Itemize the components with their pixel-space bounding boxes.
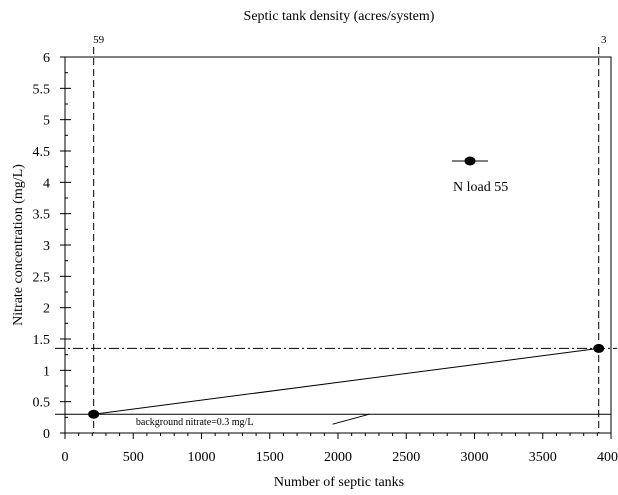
background-label: background nitrate=0.3 mg/L xyxy=(136,417,254,428)
x-tick-label: 1000 xyxy=(188,450,216,465)
y-tick-label: 5.5 xyxy=(33,82,51,97)
y-tick-label: 5 xyxy=(43,114,50,129)
x-tick-label: 2500 xyxy=(392,450,420,465)
background-nitrate: background nitrate=0.3 mg/L xyxy=(55,413,611,428)
top-marker-label: 59 xyxy=(93,34,105,46)
y-tick-label: 1.5 xyxy=(33,333,51,348)
y-axis-title: Nitrate concentration (mg/L) xyxy=(11,164,26,326)
y-axis: 0 0.5 1 1.5 2 2.5 3 3.5 4 4.5 5 5.5 6 xyxy=(33,51,71,442)
top-axis-markers: 59 3 xyxy=(93,34,607,433)
data-point xyxy=(88,409,100,419)
x-tick-label: 0 xyxy=(62,450,69,465)
y-tick-label: 1 xyxy=(43,364,50,379)
plot-frame xyxy=(64,56,612,434)
y-tick-label: 4.5 xyxy=(33,145,51,160)
y-tick-label: 2.5 xyxy=(33,270,51,285)
x-tick-label: 1500 xyxy=(256,450,284,465)
x-tick-label: 500 xyxy=(123,450,144,465)
data-point xyxy=(593,343,605,353)
legend-marker xyxy=(464,156,476,166)
y-tick-label: 0 xyxy=(43,427,50,442)
top-axis-title: Septic tank density (acres/system) xyxy=(244,9,435,24)
legend: N load 55 xyxy=(452,156,508,195)
top-marker-label: 3 xyxy=(601,34,607,46)
x-tick-label: 3500 xyxy=(529,450,557,465)
legend-label: N load 55 xyxy=(453,180,508,195)
y-tick-label: 2 xyxy=(43,302,50,317)
series-line xyxy=(93,347,599,415)
background-leader xyxy=(332,413,370,425)
y-tick-label: 4 xyxy=(43,176,50,191)
y-tick-label: 3.5 xyxy=(33,208,51,223)
x-tick-label: 3000 xyxy=(461,450,489,465)
y-tick-label: 0.5 xyxy=(33,396,51,411)
series-group xyxy=(88,343,605,419)
y-tick-label: 3 xyxy=(43,239,50,254)
x-axis-title: Number of septic tanks xyxy=(274,475,404,490)
y-tick-label: 6 xyxy=(43,51,50,66)
x-tick-label: 2000 xyxy=(324,450,352,465)
